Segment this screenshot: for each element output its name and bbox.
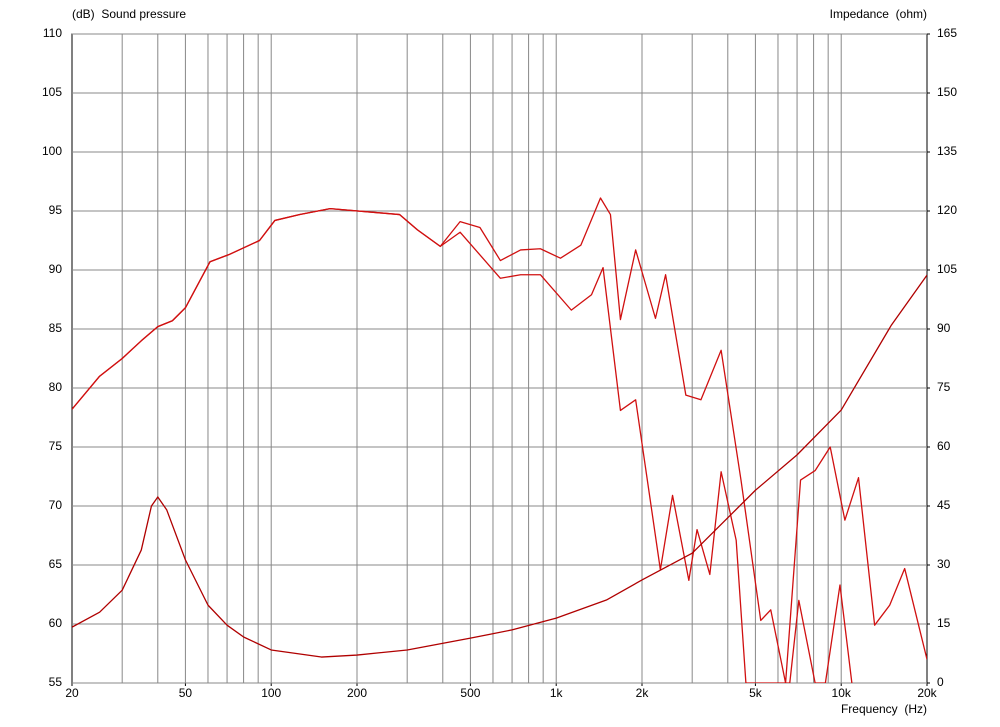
- y2-tick-label: 75: [937, 380, 951, 394]
- x-axis-label: Frequency (Hz): [841, 702, 927, 716]
- y-tick-label: 85: [49, 321, 63, 335]
- y2-tick-label: 120: [937, 203, 957, 217]
- y-tick-label: 110: [43, 26, 62, 40]
- y2-tick-label: 45: [937, 498, 951, 512]
- y-tick-label: 75: [49, 439, 63, 453]
- y2-tick-label: 0: [937, 675, 944, 689]
- y-tick-label: 55: [49, 675, 63, 689]
- x-tick-label: 50: [179, 686, 193, 700]
- y-tick-label: 90: [49, 262, 63, 276]
- x-tick-label: 100: [261, 686, 281, 700]
- grid: [71, 33, 930, 686]
- lines: [72, 197, 927, 683]
- series-line: [72, 274, 927, 658]
- y-tick-label: 80: [49, 380, 63, 394]
- x-tick-label: 200: [347, 686, 367, 700]
- y2-tick-label: 150: [937, 85, 957, 99]
- x-tick-label: 10k: [832, 686, 852, 700]
- y-tick-label: 95: [49, 203, 63, 217]
- y2-tick-label: 90: [937, 321, 951, 335]
- series-line: [72, 207, 853, 683]
- y-tick-label: 100: [42, 144, 62, 158]
- x-tick-label: 2k: [636, 686, 650, 700]
- y2-tick-label: 135: [937, 144, 957, 158]
- x-tick-label: 20k: [917, 686, 937, 700]
- y2-tick-label: 15: [937, 616, 951, 630]
- x-tick-label: 20: [65, 686, 79, 700]
- y2-tick-label: 30: [937, 557, 951, 571]
- y2-axis-label: Impedance (ohm): [830, 7, 927, 21]
- y2-tick-label: 165: [937, 26, 957, 40]
- y2-tick-label: 60: [937, 439, 951, 453]
- x-tick-label: 1k: [550, 686, 564, 700]
- y-tick-label: 65: [49, 557, 63, 571]
- x-tick-label: 500: [460, 686, 480, 700]
- y-axis-label: (dB) Sound pressure: [72, 7, 186, 21]
- y-tick-label: 105: [42, 85, 62, 99]
- x-tick-label: 5k: [749, 686, 763, 700]
- y-tick-label: 70: [49, 498, 63, 512]
- plot-frame: [71, 33, 928, 684]
- y-tick-label: 60: [49, 616, 63, 630]
- y2-tick-label: 105: [937, 262, 957, 276]
